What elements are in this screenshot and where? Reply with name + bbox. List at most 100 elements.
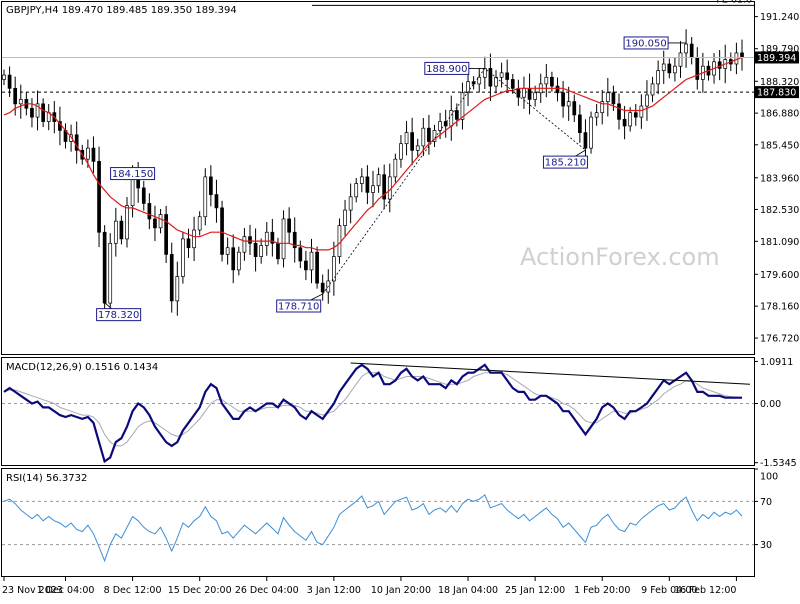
- candle-body: [225, 247, 230, 255]
- candle-body: [684, 43, 688, 54]
- candle-body: [449, 110, 454, 127]
- candle-body: [717, 61, 722, 69]
- candle-body: [102, 231, 107, 304]
- candle-body: [276, 242, 280, 260]
- price-ytick-label: 186.880: [760, 109, 799, 120]
- candle-body: [740, 52, 744, 58]
- candle-body: [236, 251, 241, 271]
- candle-body: [69, 134, 73, 142]
- candle-body: [287, 218, 291, 233]
- candle-body: [371, 185, 375, 193]
- candle-body: [488, 68, 493, 87]
- candle-body: [421, 127, 426, 147]
- candle-body: [158, 214, 163, 229]
- support-price-label: 187.830: [757, 88, 796, 99]
- candle-body: [298, 247, 303, 262]
- candle-body: [192, 229, 196, 249]
- candle-body: [734, 52, 739, 65]
- candle-body: [309, 251, 314, 271]
- candle-body: [661, 63, 666, 71]
- x-tick-label: 8 Dec 12:00: [104, 585, 162, 596]
- annotation-box: [276, 299, 322, 313]
- fibonacci-label: FE 61.8: [716, 0, 752, 5]
- x-tick-label: 18 Jan 04:00: [438, 585, 498, 596]
- candle-body: [141, 187, 146, 204]
- candle-body: [108, 242, 113, 304]
- candle-body: [253, 242, 258, 257]
- macd-ytick-label: 0.00: [760, 399, 781, 410]
- candle-body: [242, 236, 247, 253]
- candle-body: [550, 76, 554, 87]
- candle-body: [2, 74, 6, 80]
- rsi-line: [3, 494, 743, 563]
- candle-body: [130, 176, 135, 207]
- candle-body: [633, 112, 638, 118]
- candle-body: [443, 121, 448, 127]
- candle-body: [30, 107, 34, 118]
- candle-body: [175, 276, 180, 302]
- candle-body: [617, 103, 621, 120]
- macd-panel: 1.0911 0.00 -1.5345 MACD(12,26,9) 0.1516 0…: [1, 357, 797, 469]
- candle-body: [678, 52, 683, 67]
- price-ytick-label: 179.600: [760, 270, 799, 281]
- candle-body: [611, 92, 616, 105]
- x-tick-label: 10 Jan 20:00: [371, 585, 431, 596]
- candle-body: [455, 110, 459, 120]
- candle-body: [197, 216, 202, 231]
- candle-body: [566, 101, 571, 107]
- candle-body: [41, 103, 45, 122]
- candle-body: [125, 205, 129, 240]
- candle-body: [673, 65, 677, 74]
- annotation-label: 188.900: [426, 64, 467, 75]
- candle-body: [404, 132, 409, 145]
- candle-body: [600, 101, 605, 114]
- moving-average-line: [3, 56, 743, 251]
- candle-body: [13, 87, 18, 105]
- candle-body: [628, 112, 633, 127]
- annotation-label: 190.050: [625, 38, 666, 49]
- annotation-box: [542, 155, 588, 169]
- candle-body: [18, 99, 23, 105]
- price-ytick-label: 189.790: [760, 44, 799, 55]
- price-panel-title: GBPJPY,H4 189.470 189.485 189.350 189.39…: [6, 5, 237, 16]
- candle-body: [153, 218, 157, 229]
- x-tick-label: 23 Nov 2023: [2, 585, 63, 596]
- candle-body: [544, 76, 549, 85]
- rsi-ytick-label: 70: [760, 497, 772, 508]
- price-ytick-label: 176.720: [760, 334, 799, 345]
- rsi-panel-title: RSI(14) 56.3732: [6, 473, 87, 484]
- candle-body: [471, 81, 476, 85]
- candle-body: [393, 158, 398, 178]
- candle-body: [220, 207, 224, 255]
- annotation-label: 178.710: [278, 302, 319, 313]
- x-tick-label: 9 Feb 04:00: [641, 585, 697, 596]
- candle-body: [348, 196, 353, 211]
- annotation-label: 178.320: [98, 310, 139, 321]
- candle-body: [605, 92, 610, 102]
- candle-body: [382, 174, 387, 200]
- candle-body: [376, 174, 381, 187]
- candle-body: [91, 147, 96, 162]
- candle-body: [650, 83, 655, 96]
- price-ytick-label: 183.960: [760, 173, 799, 184]
- candle-body: [231, 247, 236, 271]
- candle-body: [248, 236, 252, 244]
- rsi-ytick-label: 30: [760, 540, 772, 551]
- candle-body: [656, 70, 660, 85]
- candle-body: [410, 132, 414, 151]
- candle-body: [438, 121, 442, 131]
- candle-body: [315, 251, 319, 284]
- x-tick-label: 25 Jan 12:00: [505, 585, 565, 596]
- candle-body: [259, 245, 264, 257]
- candle-body: [203, 176, 208, 218]
- candle-body: [164, 214, 168, 255]
- last-price-box: [755, 51, 799, 64]
- candle-body: [432, 130, 437, 142]
- annotation-label: 184.150: [112, 169, 153, 180]
- price-ytick-label: 178.160: [760, 302, 799, 313]
- candle-body: [147, 203, 152, 220]
- price-ytick-label: 182.530: [760, 205, 799, 216]
- candle-body: [399, 143, 403, 160]
- macd-ytick-label: -1.5345: [760, 458, 797, 469]
